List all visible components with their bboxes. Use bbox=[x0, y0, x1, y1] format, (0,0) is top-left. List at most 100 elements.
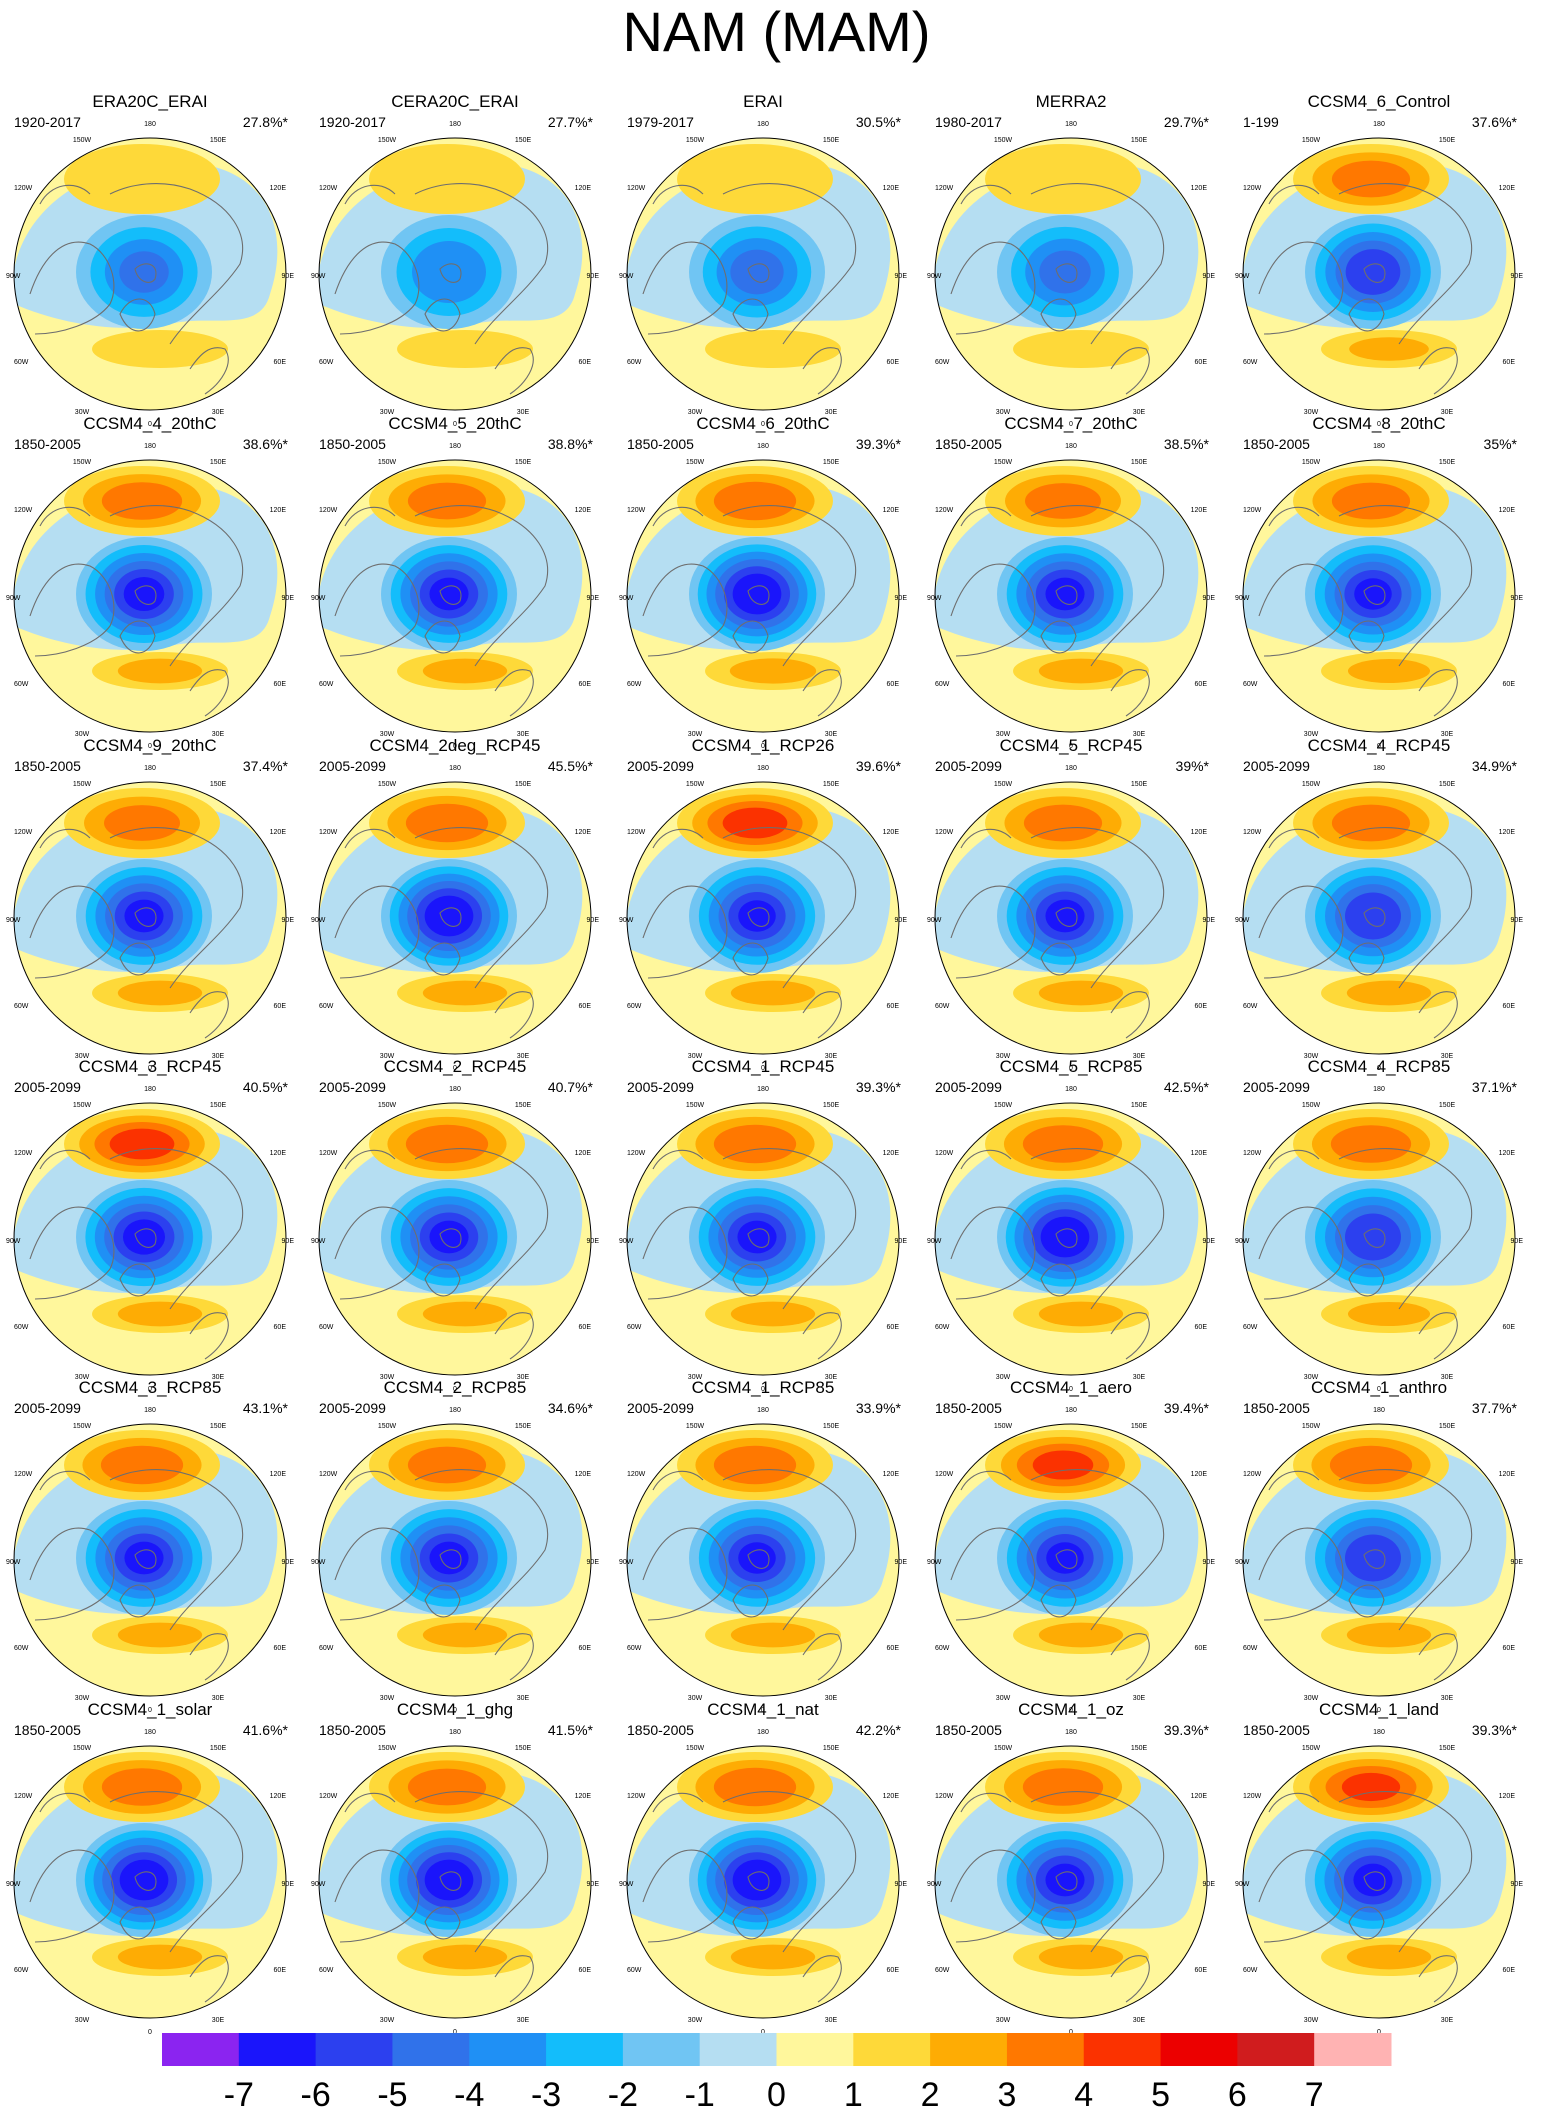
panel-period: 2005-2099 bbox=[319, 758, 386, 774]
longitude-label: 150E bbox=[1131, 459, 1148, 466]
longitude-label: 150W bbox=[686, 781, 705, 788]
coastline bbox=[802, 991, 842, 1039]
longitude-label: 90W bbox=[619, 595, 634, 602]
panel-period: 1850-2005 bbox=[14, 436, 81, 452]
coastline bbox=[747, 1871, 770, 1891]
map-panel: 180 150W 150E 120W 120E 90W 90E 60W 60E 30W 30E 0 CC… bbox=[305, 1378, 605, 1714]
longitude-label: 120E bbox=[270, 829, 287, 836]
coastline bbox=[109, 1791, 244, 1953]
panel-title: CCSM4_1_RCP85 bbox=[691, 1378, 835, 1397]
longitude-label: 120W bbox=[1243, 1471, 1262, 1478]
longitude-label: 60W bbox=[14, 1967, 29, 1974]
longitude-label: 60E bbox=[887, 1003, 900, 1010]
panel-period: 1980-2017 bbox=[935, 114, 1002, 130]
longitude-label: 90E bbox=[895, 1559, 908, 1566]
coastline bbox=[642, 1527, 728, 1621]
longitude-label: 30E bbox=[212, 1695, 225, 1702]
longitude-label: 90E bbox=[1203, 273, 1216, 280]
longitude-label: 120W bbox=[627, 185, 646, 192]
longitude-label: 30W bbox=[75, 731, 90, 738]
map-panel: 180 150W 150E 120W 120E 90W 90E 60W 60E 30W 30E 0 CC… bbox=[613, 1378, 913, 1714]
coastline bbox=[1338, 183, 1473, 345]
panel-period: 1-199 bbox=[1243, 114, 1279, 130]
positive-contour bbox=[713, 1445, 797, 1485]
longitude-label: 60W bbox=[319, 681, 334, 688]
longitude-label: 150E bbox=[515, 459, 532, 466]
coastline bbox=[1110, 1633, 1150, 1681]
coastline bbox=[1258, 1849, 1344, 1943]
longitude-label: 60E bbox=[887, 1967, 900, 1974]
longitude-label: 30W bbox=[380, 2017, 395, 2024]
longitude-label: 30E bbox=[1133, 1695, 1146, 1702]
coastline bbox=[802, 347, 842, 395]
coastline bbox=[1030, 183, 1165, 345]
panel-period: 1920-2017 bbox=[14, 114, 81, 130]
map-boundary bbox=[626, 459, 900, 733]
longitude-label: 60E bbox=[1503, 359, 1516, 366]
longitude-label: 90E bbox=[1511, 1881, 1524, 1888]
coastline bbox=[732, 620, 769, 654]
longitude-label: 180 bbox=[144, 1729, 156, 1736]
coastline bbox=[1110, 347, 1150, 395]
coastline bbox=[1040, 1263, 1077, 1297]
panel-variance-explained: 41.5%* bbox=[547, 1722, 593, 1738]
panel-variance-explained: 42.5%* bbox=[1163, 1079, 1209, 1095]
negative-contour bbox=[429, 577, 469, 611]
negative-contour bbox=[730, 249, 784, 295]
coastline bbox=[1418, 347, 1458, 395]
longitude-label: 60W bbox=[627, 359, 642, 366]
longitude-label: 60W bbox=[627, 1967, 642, 1974]
coastline bbox=[1030, 1791, 1165, 1953]
polar-map: 180 150W 150E 120W 120E 90W 90E 60W 60E 30W 30E 0 bbox=[927, 121, 1216, 428]
map-panel: 180 150W 150E 120W 120E 90W 90E 60W 60E 30W 30E 0 CC… bbox=[921, 1057, 1221, 1393]
panel-title: ERA20C_ERAI bbox=[92, 92, 208, 111]
panel-period: 1850-2005 bbox=[1243, 1722, 1310, 1738]
panel-period: 1850-2005 bbox=[14, 758, 81, 774]
map-boundary bbox=[934, 1423, 1208, 1697]
longitude-label: 150W bbox=[1302, 459, 1321, 466]
coastline bbox=[439, 1228, 462, 1248]
coastline bbox=[494, 1955, 534, 2003]
panel-period: 2005-2099 bbox=[1243, 1079, 1310, 1095]
panel-title: CCSM4_9_20thC bbox=[83, 736, 217, 755]
longitude-label: 120E bbox=[883, 1150, 900, 1157]
panel-title: CCSM4_8_20thC bbox=[1312, 414, 1446, 433]
longitude-label: 150W bbox=[686, 137, 705, 144]
map-boundary bbox=[626, 1745, 900, 2019]
longitude-label: 60W bbox=[1243, 1645, 1258, 1652]
longitude-label: 0 bbox=[148, 1386, 152, 1393]
positive-contour bbox=[407, 1446, 487, 1484]
longitude-label: 90W bbox=[927, 1881, 942, 1888]
longitude-label: 0 bbox=[453, 2029, 457, 2036]
panel-period: 1850-2005 bbox=[319, 1722, 386, 1738]
map-boundary bbox=[1242, 1102, 1516, 1376]
longitude-label: 60W bbox=[14, 1324, 29, 1331]
coastline bbox=[1268, 506, 1320, 527]
coastline bbox=[1348, 1263, 1385, 1297]
positive-contour bbox=[422, 658, 508, 684]
polar-map: 180 150W 150E 120W 120E 90W 90E 60W 60E 30W 30E 0 bbox=[6, 121, 294, 428]
polar-map: 180 150W 150E 120W 120E 90W 90E 60W 60E 30W 30E 0 bbox=[619, 1729, 907, 2036]
longitude-label: 150W bbox=[686, 459, 705, 466]
longitude-label: 60E bbox=[1195, 1324, 1208, 1331]
coastline bbox=[39, 1149, 91, 1170]
longitude-label: 150E bbox=[210, 459, 227, 466]
panel-variance-explained: 37.4%* bbox=[242, 758, 288, 774]
longitude-label: 90E bbox=[1203, 1559, 1216, 1566]
longitude-label: 120W bbox=[14, 1793, 33, 1800]
positive-contour bbox=[117, 980, 203, 1006]
panel-period: 2005-2099 bbox=[935, 758, 1002, 774]
longitude-label: 30W bbox=[75, 1695, 90, 1702]
panel-title: CCSM4_4_20thC bbox=[83, 414, 217, 433]
coastline bbox=[1258, 885, 1344, 979]
longitude-label: 120E bbox=[270, 1793, 287, 1800]
longitude-label: 0 bbox=[453, 1707, 457, 1714]
coastline bbox=[334, 1206, 420, 1300]
longitude-label: 90W bbox=[927, 917, 942, 924]
coastline bbox=[134, 263, 157, 283]
longitude-label: 0 bbox=[1069, 1386, 1073, 1393]
longitude-label: 60W bbox=[935, 1324, 950, 1331]
coastline bbox=[29, 241, 115, 335]
longitude-label: 180 bbox=[757, 1086, 769, 1093]
map-panel: 180 150W 150E 120W 120E 90W 90E 60W 60E 30W 30E 0 CC… bbox=[305, 1057, 605, 1393]
